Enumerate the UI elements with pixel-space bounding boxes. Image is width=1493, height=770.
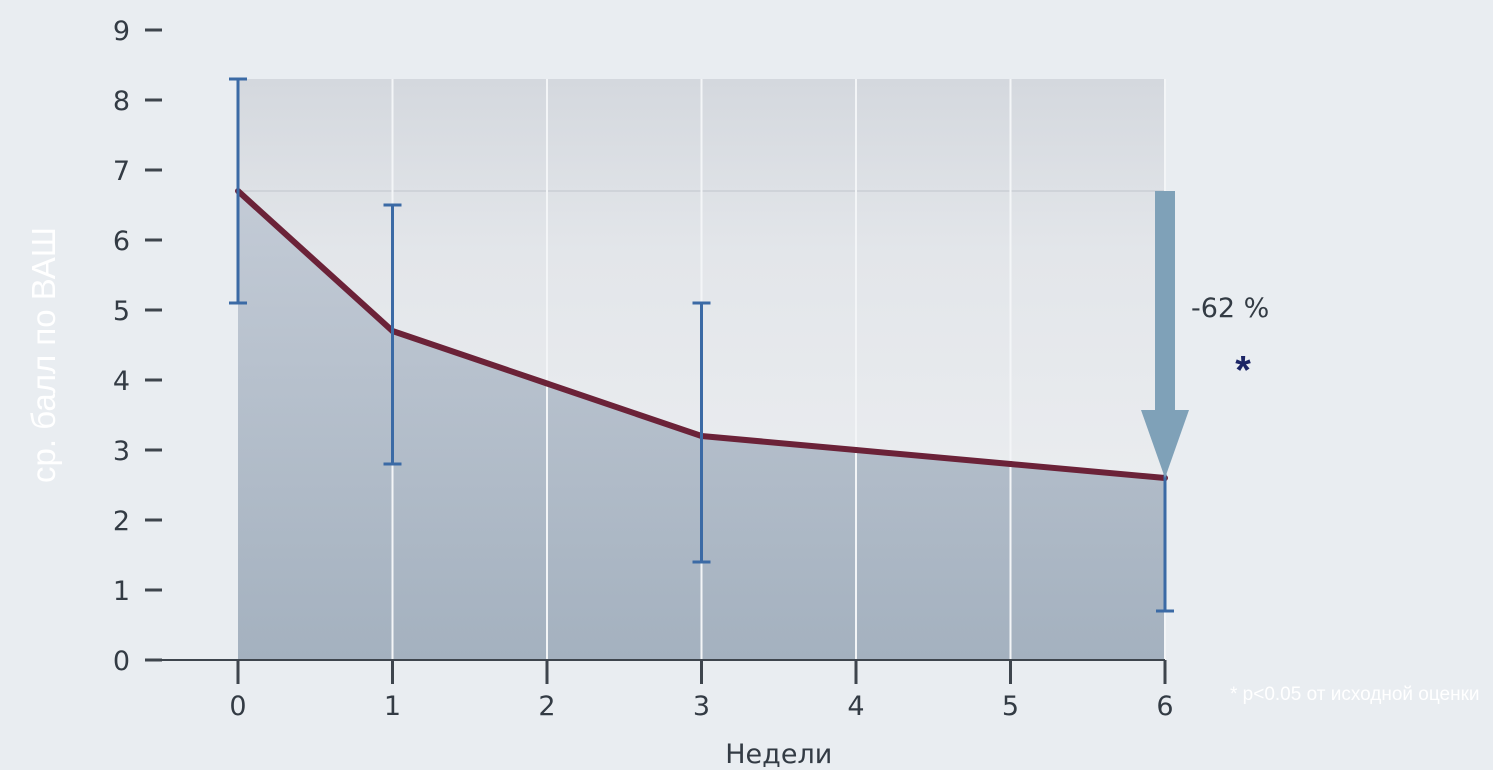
x-axis-title: Недели [725,739,832,770]
significance-marker: * [1235,349,1251,393]
y-tick-label: 0 [113,646,130,677]
change-arrow-shaft [1155,191,1175,410]
y-tick-label: 5 [113,296,130,327]
x-tick-label: 5 [1002,691,1019,722]
x-tick-label: 3 [693,691,710,722]
y-tick-label: 1 [113,576,130,607]
data-point [853,447,859,453]
x-tick-label: 4 [847,691,864,722]
error-bar [229,77,247,305]
y-axis-title: ср. балл по ВАШ [25,227,62,483]
area-fill [238,191,1165,660]
x-tick-label: 2 [538,691,555,722]
x-tick-label: 0 [229,691,246,722]
y-tick-label: 4 [113,366,130,397]
y-tick-label: 8 [113,86,130,117]
change-percent-label: -62 % [1191,293,1269,324]
change-arrow-head [1141,410,1189,478]
footnote: * p<0.05 от исходной оценки [1230,684,1480,705]
x-tick-label: 1 [384,691,401,722]
error-bar [383,203,402,466]
data-point [544,380,550,387]
y-tick-label: 7 [113,156,130,187]
y-tick-label: 2 [113,506,130,537]
error-bar [692,301,711,564]
data-point [1007,461,1014,467]
y-tick-label: 9 [113,16,130,47]
y-tick-label: 3 [113,436,130,467]
y-tick-label: 6 [113,226,130,257]
x-tick-label: 6 [1156,691,1173,722]
